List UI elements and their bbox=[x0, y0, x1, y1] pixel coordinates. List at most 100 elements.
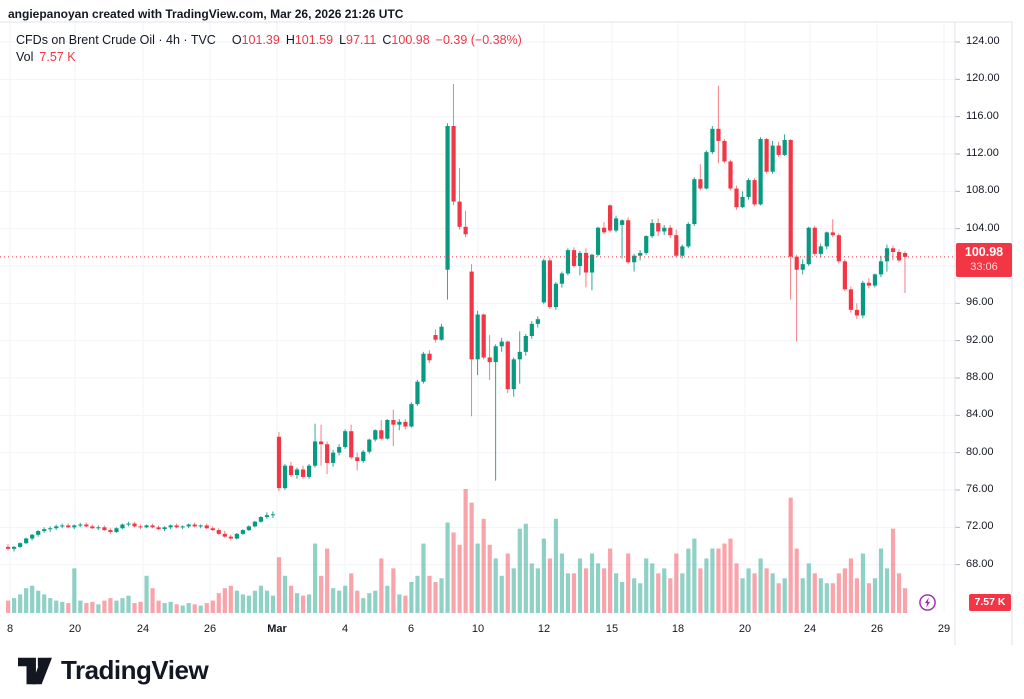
volume-bar bbox=[692, 538, 697, 613]
candle-body bbox=[589, 254, 595, 273]
volume-bar bbox=[276, 557, 282, 613]
candle-body bbox=[511, 359, 516, 390]
volume-bar bbox=[174, 604, 179, 613]
volume-bar bbox=[589, 553, 595, 613]
volume-bar bbox=[794, 548, 799, 613]
candle-body bbox=[475, 314, 480, 360]
volume-bar bbox=[758, 558, 763, 613]
volume-bar bbox=[108, 598, 113, 613]
volume-bar bbox=[325, 548, 330, 613]
volume-bar bbox=[686, 548, 691, 613]
candle-body bbox=[186, 524, 191, 527]
time-axis-label: Mar bbox=[267, 623, 287, 635]
candle-body bbox=[210, 528, 215, 531]
candle-body bbox=[385, 419, 390, 439]
volume-bar bbox=[216, 593, 221, 613]
volume-legend: Vol 7.57 K bbox=[16, 50, 76, 64]
candle-body bbox=[668, 227, 673, 236]
volume-bar bbox=[878, 548, 884, 613]
volume-bar bbox=[818, 578, 823, 613]
volume-bar bbox=[788, 497, 793, 613]
volume-bar bbox=[716, 548, 721, 613]
candle-body bbox=[698, 179, 703, 189]
candle-body bbox=[734, 188, 739, 208]
candle-body bbox=[680, 246, 685, 256]
volume-bar bbox=[608, 548, 613, 613]
candle-body bbox=[162, 527, 167, 530]
volume-bar bbox=[421, 543, 426, 613]
volume-bar bbox=[836, 573, 841, 613]
candle-body bbox=[890, 248, 896, 252]
volume-bar bbox=[463, 489, 468, 613]
candle-body bbox=[78, 524, 83, 526]
candle-body bbox=[463, 226, 468, 235]
candle-body bbox=[583, 252, 589, 273]
candle-body bbox=[300, 469, 306, 477]
candle-body bbox=[252, 521, 258, 527]
candle-body bbox=[794, 256, 799, 270]
candle-body bbox=[740, 196, 745, 208]
candle-body bbox=[288, 465, 294, 476]
volume-bar bbox=[264, 590, 270, 613]
candle-body bbox=[367, 439, 372, 452]
price-axis-label: 124.00 bbox=[966, 35, 1000, 47]
tradingview-footer-logo[interactable]: TradingView bbox=[18, 655, 209, 686]
time-axis-label: 26 bbox=[203, 623, 217, 635]
time-axis-label: 8 bbox=[6, 623, 14, 635]
candle-body bbox=[6, 546, 11, 549]
candle-body bbox=[246, 526, 251, 531]
volume-bar bbox=[511, 568, 516, 613]
candle-body bbox=[270, 514, 276, 516]
ohlc-letter: L bbox=[339, 33, 347, 47]
volume-bar bbox=[698, 568, 703, 613]
candle-body bbox=[872, 274, 878, 286]
volume-bar bbox=[728, 538, 733, 613]
volume-bar bbox=[752, 573, 757, 613]
volume-bar bbox=[860, 553, 866, 613]
volume-bar bbox=[764, 568, 769, 613]
candle-body bbox=[319, 441, 324, 445]
tradingview-logo-mark bbox=[18, 657, 52, 684]
volume-bar bbox=[812, 573, 817, 613]
volume-bar bbox=[36, 590, 41, 613]
volume-bar bbox=[734, 563, 739, 613]
candle-body bbox=[710, 128, 715, 153]
volume-bar bbox=[282, 575, 288, 613]
volume-bar bbox=[902, 588, 908, 613]
candle-body bbox=[228, 536, 233, 539]
volume-bar bbox=[890, 528, 896, 613]
volume-bar bbox=[644, 558, 649, 613]
time-axis-label: 12 bbox=[537, 623, 551, 635]
candle-body bbox=[361, 451, 366, 462]
volume-bar bbox=[529, 563, 534, 613]
volume-value: 7.57 K bbox=[39, 50, 76, 64]
candle-body bbox=[626, 220, 631, 263]
volume-bar bbox=[800, 578, 805, 613]
volume-bar bbox=[457, 544, 462, 613]
candle-body bbox=[830, 232, 835, 236]
candle-body bbox=[457, 201, 462, 227]
volume-bar bbox=[409, 582, 414, 613]
volume-bar bbox=[385, 585, 390, 613]
candle-body bbox=[30, 534, 35, 539]
symbol-title[interactable]: CFDs on Brent Crude Oil · 4h · TVC bbox=[16, 33, 216, 47]
volume-bar bbox=[583, 568, 589, 613]
chart-legend[interactable]: CFDs on Brent Crude Oil · 4h · TVC O101.3… bbox=[16, 33, 522, 47]
realtime-bolt-icon[interactable] bbox=[919, 594, 936, 611]
volume-bar bbox=[337, 590, 342, 613]
candle-body bbox=[427, 353, 432, 361]
candle-body bbox=[90, 526, 95, 529]
volume-bar bbox=[415, 575, 420, 613]
volume-bar bbox=[547, 558, 552, 613]
volume-bar bbox=[553, 518, 559, 613]
candle-body bbox=[728, 161, 733, 189]
volume-bar bbox=[445, 522, 450, 613]
volume-bar bbox=[614, 573, 619, 613]
volume-bar bbox=[433, 582, 438, 613]
candle-body bbox=[307, 465, 312, 477]
volume-bar bbox=[300, 595, 306, 613]
candle-body bbox=[258, 517, 264, 522]
candle-body bbox=[126, 523, 131, 525]
candle-body bbox=[481, 314, 486, 358]
